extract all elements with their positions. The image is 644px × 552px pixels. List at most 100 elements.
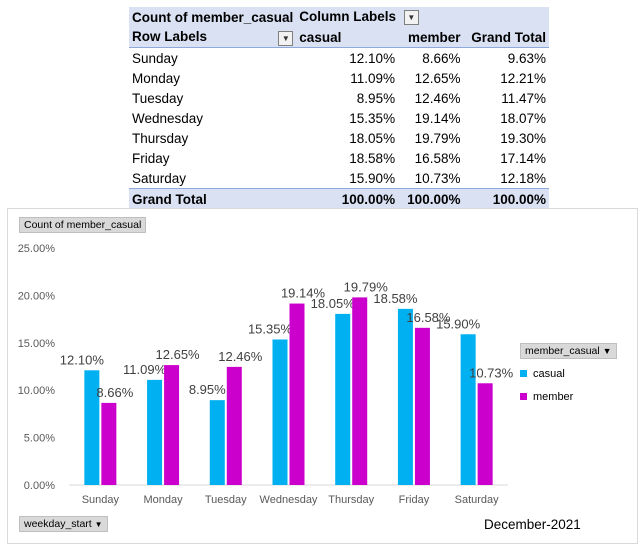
pivot-header-row-1: Count of member_casual Column Labels ▼ [129, 7, 549, 27]
legend-swatch-member [520, 393, 527, 400]
y-tick-label: 10.00% [18, 385, 56, 397]
cell-total: 12.21% [500, 70, 546, 86]
row-label: Wednesday [132, 110, 204, 126]
bar-casual-wednesday [272, 339, 288, 485]
grand-total-member: 100.00% [398, 188, 464, 209]
table-row: Sunday 12.10% 8.66% 9.63% [129, 48, 549, 69]
value-field-button[interactable]: Count of member_casual [19, 217, 147, 233]
bar-member-thursday [352, 297, 368, 485]
cell-casual: 15.35% [349, 110, 396, 126]
grand-total-casual: 100.00% [296, 188, 399, 209]
x-tick-label: Friday [399, 494, 430, 506]
cell-total: 18.07% [500, 110, 546, 126]
data-label-member-sunday: 8.66% [96, 385, 133, 400]
data-label-member-wednesday: 19.14% [281, 286, 326, 301]
y-tick-label: 20.00% [18, 290, 56, 302]
row-label: Thursday [132, 130, 189, 146]
y-tick-label: 25.00% [18, 243, 56, 255]
legend-label-member: member [533, 391, 574, 403]
axis-field-label: weekday_start [24, 518, 92, 530]
table-row: Monday 11.09% 12.65% 12.21% [129, 68, 549, 88]
cell-member: 8.66% [422, 50, 461, 66]
legend-field-button[interactable]: member_casual ▼ [520, 343, 617, 359]
cell-member: 12.65% [414, 70, 461, 86]
x-tick-label: Thursday [328, 494, 374, 506]
y-tick-label: 5.00% [24, 433, 55, 445]
cell-member: 19.79% [414, 130, 461, 146]
x-tick-label: Tuesday [205, 494, 247, 506]
row-labels-text: Row Labels [132, 28, 208, 44]
cell-total: 9.63% [507, 50, 546, 66]
x-tick-label: Sunday [82, 494, 120, 506]
data-label-member-tuesday: 12.46% [218, 349, 263, 364]
bar-casual-saturday [460, 334, 476, 485]
table-row: Wednesday 15.35% 19.14% 18.07% [129, 108, 549, 128]
data-label-member-friday: 16.58% [406, 310, 451, 325]
bar-casual-sunday [84, 370, 100, 485]
grand-total-row: Grand Total 100.00% 100.00% 100.00% [129, 188, 549, 209]
chart-plot-area: 0.00% 5.00% 10.00% 15.00% 20.00% 25.00% 12.10%… [18, 243, 514, 506]
period-label: December-2021 [484, 517, 581, 532]
row-label: Friday [132, 150, 170, 166]
data-label-member-thursday: 19.79% [344, 279, 389, 294]
data-label-casual-wednesday: 15.35% [248, 321, 293, 336]
col-header-casual: casual [296, 27, 399, 48]
legend-item-member: member [520, 389, 617, 405]
cell-casual: 11.09% [350, 70, 396, 86]
x-tick-label: Saturday [455, 494, 500, 506]
value-field-label: Count of member_casual [129, 7, 297, 27]
cell-total: 11.47% [501, 90, 546, 106]
bar-member-friday [414, 327, 430, 485]
bar-member-wednesday [289, 303, 305, 485]
cell-member: 16.58% [414, 150, 461, 166]
legend-field-label: member_casual [525, 345, 600, 357]
col-header-member: member [398, 27, 464, 48]
data-label-casual-saturday: 15.90% [436, 316, 481, 331]
data-label-member-saturday: 10.73% [469, 365, 514, 380]
col-header-grand-total: Grand Total [463, 27, 549, 48]
data-label-casual-friday: 18.58% [373, 291, 418, 306]
cell-casual: 15.90% [349, 170, 396, 186]
data-label-member-monday: 12.65% [156, 347, 201, 362]
cell-total: 17.14% [500, 150, 546, 166]
row-labels-dropdown-icon[interactable]: ▼ [278, 30, 294, 46]
data-label-casual-sunday: 12.10% [60, 352, 105, 367]
grand-total-total: 100.00% [463, 188, 549, 209]
x-tick-label: Wednesday [260, 494, 318, 506]
axis-dropdown-icon[interactable]: ▼ [94, 520, 103, 529]
y-tick-label: 15.00% [18, 338, 56, 350]
row-labels-cell: Row Labels ▼ [129, 27, 297, 48]
column-labels-text: Column Labels [299, 9, 397, 25]
table-row: Thursday 18.05% 19.79% 19.30% [129, 128, 549, 148]
cell-member: 12.46% [414, 90, 461, 106]
data-label-casual-monday: 11.09% [123, 362, 167, 377]
row-label: Tuesday [132, 90, 184, 106]
bar-casual-monday [147, 379, 163, 485]
table-row: Tuesday 8.95% 12.46% 11.47% [129, 88, 549, 108]
bar-casual-tuesday [209, 400, 225, 485]
x-tick-label: Monday [144, 494, 184, 506]
legend: member_casual ▼ casual member [520, 343, 617, 405]
bar-member-tuesday [226, 366, 242, 485]
legend-label-casual: casual [533, 368, 565, 380]
legend-filter-icon[interactable]: ▼ [602, 346, 612, 356]
bar-member-monday [164, 365, 180, 485]
cell-member: 19.14% [414, 110, 461, 126]
legend-item-casual: casual [520, 366, 617, 382]
cell-member: 10.73% [414, 170, 461, 186]
cell-casual: 12.10% [349, 50, 396, 66]
column-labels-cell: Column Labels ▼ [296, 7, 549, 27]
bar-member-saturday [477, 383, 493, 485]
column-filter-icon[interactable]: ▼ [403, 9, 419, 25]
cell-casual: 18.05% [349, 130, 396, 146]
legend-swatch-casual [520, 370, 527, 377]
axis-field-button[interactable]: weekday_start ▼ [19, 516, 108, 532]
cell-casual: 18.58% [349, 150, 396, 166]
bar-casual-thursday [335, 313, 351, 485]
pivot-table: Count of member_casual Column Labels ▼ R… [129, 7, 549, 209]
pivot-header-row-2: Row Labels ▼ casual member Grand Total [129, 27, 549, 48]
row-label: Monday [132, 70, 181, 86]
cell-total: 19.30% [500, 130, 546, 146]
row-label: Saturday [132, 170, 187, 186]
pivot-chart[interactable]: Count of member_casual 0.00% 5.00% 10.00% 1… [7, 208, 638, 544]
